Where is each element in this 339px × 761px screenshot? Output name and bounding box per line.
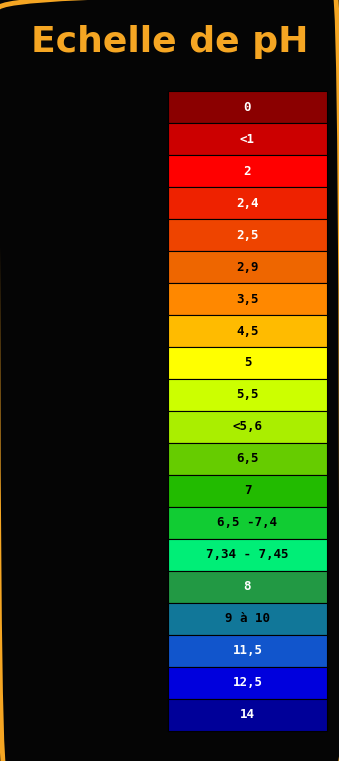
Text: 12,5: 12,5 bbox=[233, 676, 262, 689]
Bar bbox=[168, 635, 327, 667]
Bar bbox=[168, 187, 327, 219]
Text: 0: 0 bbox=[244, 100, 251, 114]
Bar bbox=[168, 91, 327, 123]
Text: 5,5: 5,5 bbox=[236, 388, 259, 402]
Text: 2,4: 2,4 bbox=[236, 196, 259, 210]
Text: Echelle de pH: Echelle de pH bbox=[31, 25, 308, 59]
Text: 9 à 10: 9 à 10 bbox=[225, 612, 270, 626]
Bar bbox=[168, 603, 327, 635]
Text: 3,5: 3,5 bbox=[236, 292, 259, 306]
Text: 6,5: 6,5 bbox=[236, 452, 259, 466]
Text: 14: 14 bbox=[240, 708, 255, 721]
Bar bbox=[168, 667, 327, 699]
Text: 8: 8 bbox=[244, 580, 251, 594]
Bar bbox=[168, 507, 327, 539]
Text: 5: 5 bbox=[244, 356, 251, 370]
Text: 7: 7 bbox=[244, 484, 251, 498]
Text: 2,5: 2,5 bbox=[236, 228, 259, 242]
Bar bbox=[168, 571, 327, 603]
Bar bbox=[168, 155, 327, 187]
Bar bbox=[168, 475, 327, 507]
Text: 2,9: 2,9 bbox=[236, 260, 259, 274]
Bar bbox=[168, 539, 327, 571]
Text: 6,5 -7,4: 6,5 -7,4 bbox=[218, 516, 277, 530]
Text: <1: <1 bbox=[240, 132, 255, 146]
Bar bbox=[168, 123, 327, 155]
Text: 4,5: 4,5 bbox=[236, 324, 259, 338]
Bar bbox=[168, 443, 327, 475]
Bar bbox=[168, 219, 327, 251]
Text: 11,5: 11,5 bbox=[233, 644, 262, 658]
Text: 7,34 - 7,45: 7,34 - 7,45 bbox=[206, 548, 289, 562]
Bar bbox=[168, 315, 327, 347]
Bar bbox=[168, 411, 327, 443]
Bar bbox=[168, 283, 327, 315]
Bar bbox=[168, 251, 327, 283]
Bar bbox=[168, 379, 327, 411]
Text: <5,6: <5,6 bbox=[233, 420, 262, 434]
Bar bbox=[168, 699, 327, 731]
Bar bbox=[168, 347, 327, 379]
Text: 2: 2 bbox=[244, 164, 251, 178]
